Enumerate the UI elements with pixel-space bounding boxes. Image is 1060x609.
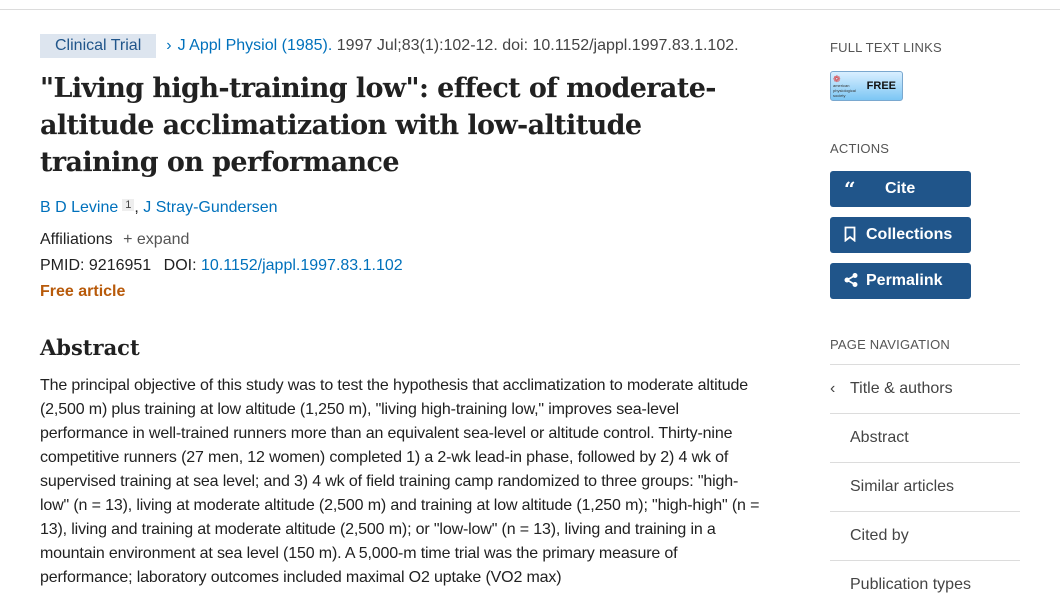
header-divider: [0, 9, 1060, 10]
nav-label: Cited by: [850, 527, 909, 544]
journal-link[interactable]: J Appl Physiol (1985).: [177, 37, 333, 54]
share-icon: [844, 272, 866, 290]
pmid-label: PMID:: [40, 257, 85, 274]
nav-cited-by[interactable]: Cited by: [830, 511, 1020, 560]
bookmark-icon: [844, 226, 866, 245]
plus-icon: +: [123, 231, 133, 248]
free-article-label: Free article: [40, 283, 126, 300]
cite-label: Cite: [885, 180, 916, 197]
quote-icon: “: [844, 177, 856, 201]
full-text-links-heading: FULL TEXT LINKS: [830, 40, 942, 55]
permalink-label: Permalink: [866, 272, 943, 289]
chevron-right-icon[interactable]: ›: [166, 37, 172, 54]
nav-label: Publication types: [850, 576, 971, 593]
citation-text: 1997 Jul;83(1):102-12. doi: 10.1152/japp…: [332, 37, 739, 54]
article-title: "Living high-training low": effect of mo…: [40, 73, 716, 178]
abstract-heading: Abstract: [40, 335, 140, 360]
author-link[interactable]: J Stray-Gundersen: [143, 199, 278, 216]
affiliation-sup[interactable]: 1: [122, 199, 135, 211]
affiliations-label: Affiliations: [40, 231, 113, 248]
doi-label: DOI:: [163, 257, 197, 274]
nav-label: Title & authors: [850, 380, 953, 397]
publication-type-badge: Clinical Trial: [40, 34, 157, 58]
nav-similar-articles[interactable]: Similar articles: [830, 462, 1020, 511]
nav-label: Similar articles: [850, 478, 955, 495]
expand-button[interactable]: + expand: [123, 231, 189, 248]
collections-button[interactable]: Collections: [830, 217, 971, 253]
author-link[interactable]: B D Levine: [40, 199, 119, 216]
nav-publication-types[interactable]: Publication types: [830, 560, 1020, 609]
nav-title-authors[interactable]: ‹ Title & authors: [830, 364, 1020, 413]
article-main: Clinical Trial › J Appl Physiol (1985). …: [40, 34, 760, 590]
permalink-button[interactable]: Permalink: [830, 263, 971, 299]
pmid-value: 9216951: [88, 257, 152, 274]
cite-button[interactable]: “ Cite: [830, 171, 971, 207]
publisher-logo: ❁ american physiological society: [833, 73, 856, 98]
free-label: FREE: [866, 80, 896, 92]
identifiers: PMID: 9216951 DOI: 10.1152/jappl.1997.83…: [40, 257, 760, 275]
nav-abstract[interactable]: Abstract: [830, 413, 1020, 462]
sidebar: FULL TEXT LINKS ❁ american physiological …: [830, 40, 1020, 609]
citation-row: Clinical Trial › J Appl Physiol (1985). …: [40, 34, 760, 58]
page-navigation: ‹ Title & authors Abstract Similar articl…: [830, 364, 1020, 609]
chevron-left-icon: ‹: [830, 380, 836, 397]
collections-label: Collections: [866, 226, 953, 243]
full-text-link-button[interactable]: ❁ american physiological society FREE: [830, 71, 903, 101]
author-separator: ,: [134, 199, 144, 216]
nav-label: Abstract: [850, 429, 909, 446]
abstract-text: The principal objective of this study wa…: [40, 377, 760, 586]
expand-label: expand: [136, 231, 190, 248]
affiliations-toggle[interactable]: Affiliations + expand: [40, 231, 760, 249]
doi-link[interactable]: 10.1152/jappl.1997.83.1.102: [201, 257, 403, 274]
actions-heading: ACTIONS: [830, 141, 890, 156]
page-navigation-heading: PAGE NAVIGATION: [830, 337, 951, 352]
authors-list: B D Levine 1, J Stray-Gundersen: [40, 199, 760, 217]
